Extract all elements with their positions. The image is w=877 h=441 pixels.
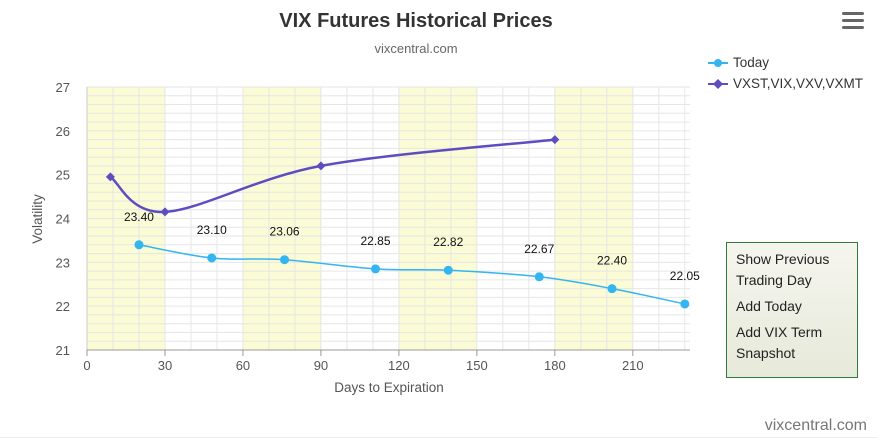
data-label: 22.67	[524, 242, 554, 256]
data-point	[105, 172, 115, 182]
chart-subtitle: vixcentral.com	[374, 41, 457, 56]
data-point	[280, 255, 290, 265]
hamburger-menu-icon[interactable]	[842, 12, 864, 32]
x-tick-label: 0	[83, 358, 90, 373]
legend: Today VXST,VIX,VXV,VXMT	[708, 52, 863, 94]
data-labels: 23.40 23.10 23.06 22.85 22.82 22.67 22.40 22.05	[124, 210, 700, 283]
legend-label: VXST,VIX,VXV,VXMT	[733, 76, 864, 91]
data-label: 22.85	[360, 234, 390, 248]
show-previous-trading-day-button[interactable]: Show Previous Trading Day	[736, 251, 830, 288]
diamond-marker-icon	[708, 78, 728, 89]
bottom-divider	[0, 437, 877, 438]
data-point	[207, 253, 217, 263]
x-tick-labels: 0 30 60 90 120 150 180 210	[83, 350, 644, 373]
data-label: 23.40	[124, 210, 154, 224]
x-tick-label: 60	[236, 358, 250, 373]
data-label: 23.10	[197, 223, 227, 237]
x-tick-label: 30	[158, 358, 172, 373]
series	[105, 135, 690, 309]
add-today-button[interactable]: Add Today	[736, 298, 802, 314]
legend-item-term-structure[interactable]: VXST,VIX,VXV,VXMT	[708, 73, 863, 94]
data-point	[607, 284, 617, 294]
x-tick-label: 90	[314, 358, 328, 373]
footer-credit: vixcentral.com	[764, 417, 867, 434]
y-tick-label: 23	[56, 255, 70, 270]
x-axis-label: Days to Expiration	[334, 380, 444, 395]
x-tick-label: 210	[622, 358, 644, 373]
series-line-today	[138, 244, 685, 305]
series-line-vxst-vix-vxv-vxmt	[109, 138, 555, 214]
data-point	[534, 272, 544, 282]
chart-title: VIX Futures Historical Prices	[279, 10, 552, 32]
y-tick-label: 26	[56, 124, 70, 139]
data-point	[160, 207, 170, 217]
data-label: 22.40	[597, 254, 627, 268]
data-label: 22.82	[433, 235, 463, 249]
y-axis-label: Volatility	[30, 194, 45, 244]
legend-label: Today	[733, 55, 770, 70]
y-tick-label: 24	[56, 212, 70, 227]
y-tick-label: 21	[56, 343, 70, 358]
data-point	[134, 240, 144, 250]
x-tick-label: 180	[544, 358, 566, 373]
data-point	[371, 264, 381, 274]
data-label: 22.05	[670, 269, 700, 283]
add-vix-term-snapshot-button[interactable]: Add VIX Term Snapshot	[736, 324, 823, 361]
y-tick-label: 27	[56, 80, 70, 95]
data-point	[443, 265, 453, 275]
data-point	[316, 161, 326, 171]
y-tick-label: 25	[56, 168, 70, 183]
y-tick-label: 22	[56, 299, 70, 314]
data-point	[680, 299, 690, 309]
y-tick-labels: 21 22 23 24 25 26 27	[56, 80, 70, 358]
data-point	[550, 135, 560, 145]
side-panel: Show Previous Trading Day Add Today Add …	[726, 242, 858, 378]
circle-marker-icon	[708, 58, 728, 67]
data-label: 23.06	[270, 225, 300, 239]
x-tick-label: 120	[388, 358, 410, 373]
x-tick-label: 150	[466, 358, 488, 373]
legend-item-today[interactable]: Today	[708, 52, 863, 73]
